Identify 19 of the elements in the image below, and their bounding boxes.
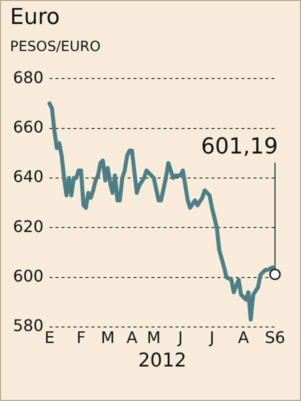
x-tick-label: A [238, 328, 250, 347]
x-tick-label: J [177, 328, 183, 347]
x-tick-label: J [208, 328, 214, 347]
annotation: 601,19 [201, 134, 278, 160]
x-axis-title: 2012 [138, 350, 186, 372]
x-tick-label: F [76, 328, 86, 347]
x-tick-label: A [126, 328, 138, 347]
y-axis-title: PESOS/EURO [10, 39, 101, 55]
x-tick-label: S6 [264, 328, 286, 347]
y-tick-label: 580 [12, 316, 44, 336]
y-tick-label: 640 [12, 167, 44, 186]
y-tick-label: 680 [12, 68, 44, 87]
x-tick-label: M [100, 328, 115, 347]
y-tick-label: 600 [12, 266, 44, 286]
chart-title: Euro [10, 5, 60, 30]
x-tick-label: E [44, 328, 55, 347]
y-tick-label: 660 [12, 117, 44, 136]
y-tick-label: 620 [12, 216, 44, 236]
x-tick-label: M [146, 328, 161, 347]
